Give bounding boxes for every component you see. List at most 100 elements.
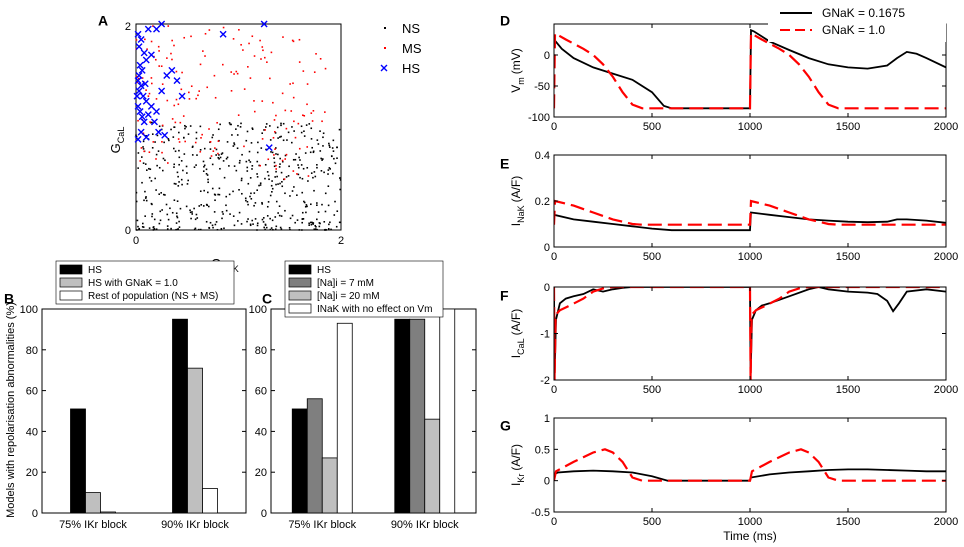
- y-axis-label: GCaL: [108, 127, 126, 154]
- ns-point: [136, 219, 139, 222]
- ns-point: [136, 229, 138, 231]
- ms-point: [298, 61, 301, 63]
- ns-point: [238, 188, 240, 191]
- ns-point: [294, 158, 297, 161]
- ns-point: [270, 151, 272, 153]
- ms-point: [312, 109, 315, 112]
- ns-point: [252, 223, 254, 225]
- ns-point: [176, 216, 179, 219]
- x-tick-label: 500: [643, 121, 661, 133]
- ns-point: [276, 175, 278, 178]
- ms-point: [149, 121, 151, 123]
- ns-point: [273, 157, 275, 159]
- ns-point: [155, 153, 158, 156]
- ns-point: [216, 228, 219, 231]
- ms-point: [261, 138, 264, 140]
- ns-point: [336, 157, 338, 160]
- ns-point: [205, 203, 208, 206]
- ns-point: [150, 180, 153, 182]
- y-axis-label: ICaL (A/F): [509, 309, 526, 359]
- ns-point: [165, 203, 168, 206]
- ns-point: [189, 209, 191, 212]
- ns-point: [324, 192, 327, 195]
- ns-point: [263, 226, 265, 229]
- legend-swatch: [288, 303, 312, 314]
- ms-point: [261, 46, 264, 48]
- ns-point: [135, 134, 137, 137]
- ns-point: [137, 152, 140, 154]
- y-axis-label: Models with repolarisation abnormalities…: [5, 302, 17, 518]
- ns-point: [307, 180, 309, 182]
- hs-point: [147, 51, 155, 59]
- ns-point: [253, 192, 256, 194]
- ns-point: [254, 202, 257, 204]
- legend-marker: [384, 27, 386, 29]
- ms-point: [148, 92, 151, 95]
- category-label: 75% IKr block: [288, 519, 356, 531]
- ns-point: [214, 223, 217, 226]
- ms-point: [170, 52, 172, 55]
- ns-point: [306, 205, 308, 208]
- y-tick-label: 0.4: [535, 150, 550, 162]
- ns-point: [305, 204, 308, 206]
- ms-point: [171, 118, 174, 120]
- ns-point: [174, 150, 177, 153]
- ns-point: [222, 160, 225, 162]
- ns-point: [198, 205, 201, 207]
- ns-point: [199, 148, 202, 151]
- ns-point: [220, 227, 223, 230]
- ms-point: [214, 96, 217, 99]
- ns-point: [206, 174, 209, 176]
- ms-point: [259, 164, 262, 167]
- ns-point: [310, 223, 313, 226]
- ms-point: [282, 36, 284, 38]
- ns-point: [317, 143, 320, 145]
- ns-point: [180, 160, 183, 162]
- ns-point: [318, 225, 321, 228]
- ms-point: [248, 42, 250, 45]
- ns-point: [286, 139, 288, 141]
- ns-point: [310, 138, 313, 140]
- ns-point: [320, 157, 322, 160]
- ns-point: [324, 210, 327, 213]
- legend-d: GNaK = 0.1675 GNaK = 1.0: [768, 4, 946, 42]
- ns-point: [277, 153, 279, 156]
- ns-point: [193, 228, 196, 231]
- legend-a: NS MS HS: [380, 21, 422, 76]
- ns-point: [274, 176, 276, 178]
- ms-point: [208, 29, 211, 31]
- ns-point: [311, 221, 313, 224]
- ms-point: [237, 114, 240, 116]
- ns-point: [193, 166, 196, 168]
- ns-point: [156, 134, 159, 137]
- ms-point: [285, 153, 288, 156]
- y-axis-label-unit: (A/F): [509, 309, 523, 336]
- ns-point: [268, 178, 270, 181]
- ms-point: [160, 65, 163, 67]
- ns-point: [199, 228, 202, 231]
- ms-point: [321, 120, 323, 123]
- ns-point: [209, 157, 212, 160]
- ms-point: [197, 94, 199, 97]
- ns-point: [277, 137, 279, 139]
- ns-point: [305, 211, 307, 214]
- ns-point: [284, 209, 286, 212]
- ns-point: [200, 204, 203, 206]
- ns-point: [135, 135, 138, 138]
- ms-point: [267, 158, 270, 161]
- ns-point: [172, 147, 175, 150]
- ms-point: [141, 77, 144, 79]
- ns-point: [261, 203, 264, 205]
- ns-point: [335, 225, 338, 228]
- ns-point: [301, 218, 304, 220]
- hs-point: [150, 118, 158, 126]
- ms-point: [148, 151, 151, 154]
- ns-point: [163, 141, 165, 144]
- y-axis-label-sub: Kr: [516, 474, 526, 483]
- ns-point: [175, 222, 178, 224]
- ms-point: [274, 130, 276, 133]
- ms-point: [158, 65, 160, 67]
- ns-point: [314, 175, 317, 178]
- series-line-gnak-1: [554, 199, 946, 226]
- ns-point: [217, 193, 219, 196]
